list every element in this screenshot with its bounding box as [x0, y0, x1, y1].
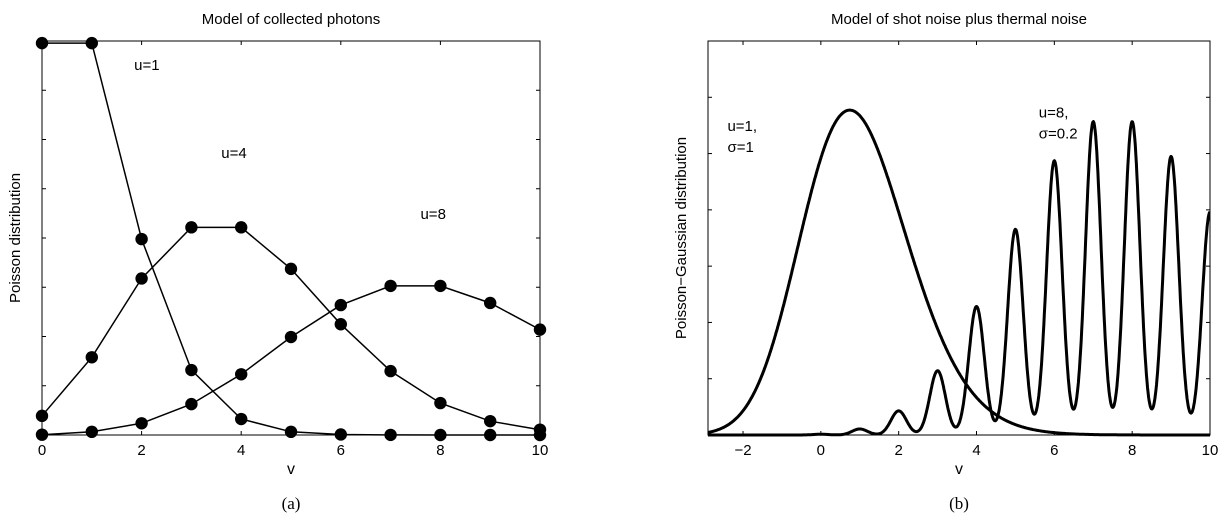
- data-point: [135, 272, 148, 285]
- x-tick-label: 10: [532, 442, 549, 459]
- annotation: u=1,: [727, 118, 757, 135]
- data-point: [235, 368, 248, 381]
- y-axis-label: Poisson distribution: [7, 173, 24, 303]
- data-point: [384, 428, 397, 442]
- data-point: [185, 221, 198, 234]
- data-point: [35, 409, 49, 423]
- plot-frame-0: [41, 40, 541, 436]
- data-point: [434, 396, 447, 410]
- panel-label: (b): [949, 494, 969, 513]
- x-tick-label: 4: [972, 442, 980, 459]
- data-point: [434, 428, 447, 442]
- data-point: [384, 364, 397, 378]
- annotation: u=8: [420, 206, 445, 223]
- data-point: [35, 428, 49, 441]
- series-line-0: [42, 42, 540, 436]
- data-point: [334, 298, 347, 312]
- data-point: [284, 425, 298, 439]
- plot-frame-1: [707, 40, 1211, 436]
- x-axis-label: v: [955, 461, 963, 478]
- annotation: u=1: [134, 57, 159, 74]
- data-point: [235, 412, 248, 426]
- panel-label: (a): [282, 494, 301, 513]
- data-point: [284, 330, 298, 344]
- x-tick-label: 8: [1128, 442, 1136, 459]
- data-point: [185, 363, 198, 377]
- x-tick-label: 2: [137, 442, 145, 459]
- data-point: [35, 36, 49, 50]
- x-tick-label: 0: [817, 442, 825, 459]
- data-point: [434, 279, 447, 293]
- annotation: u=4: [221, 145, 246, 162]
- x-tick-label: 6: [337, 442, 345, 459]
- x-tick-label: 6: [1050, 442, 1058, 459]
- x-tick-label: 4: [237, 442, 245, 459]
- x-tick-label: 8: [436, 442, 444, 459]
- data-point: [85, 425, 99, 439]
- series-curve-0: [708, 108, 1210, 437]
- x-tick-label: 2: [895, 442, 903, 459]
- annotation: σ=1: [727, 139, 753, 156]
- series-line-1: [41, 226, 541, 431]
- data-point: [85, 36, 99, 50]
- x-tick-label: 0: [38, 442, 46, 459]
- x-tick-label: 10: [1202, 442, 1219, 459]
- chart-title: Model of shot noise plus thermal noise: [831, 11, 1087, 28]
- data-point: [85, 351, 99, 364]
- chart-title: Model of collected photons: [202, 11, 380, 28]
- data-point: [135, 417, 148, 430]
- data-point: [334, 318, 347, 331]
- data-point: [334, 428, 347, 441]
- data-point: [533, 323, 547, 336]
- x-tick-label: −2: [734, 442, 751, 459]
- annotation: u=8,: [1039, 105, 1069, 122]
- data-point: [384, 279, 397, 293]
- annotation: σ=0.2: [1039, 126, 1078, 143]
- data-point: [135, 232, 148, 246]
- series-curve-1: [708, 120, 1210, 437]
- data-point: [284, 262, 298, 276]
- data-point: [235, 221, 248, 234]
- y-axis-label: Poisson−Gaussian distribution: [673, 137, 690, 339]
- data-point: [533, 423, 547, 436]
- data-point: [484, 414, 497, 428]
- data-point: [484, 296, 497, 310]
- data-point: [484, 428, 497, 442]
- data-point: [185, 397, 198, 411]
- x-axis-label: v: [287, 461, 295, 478]
